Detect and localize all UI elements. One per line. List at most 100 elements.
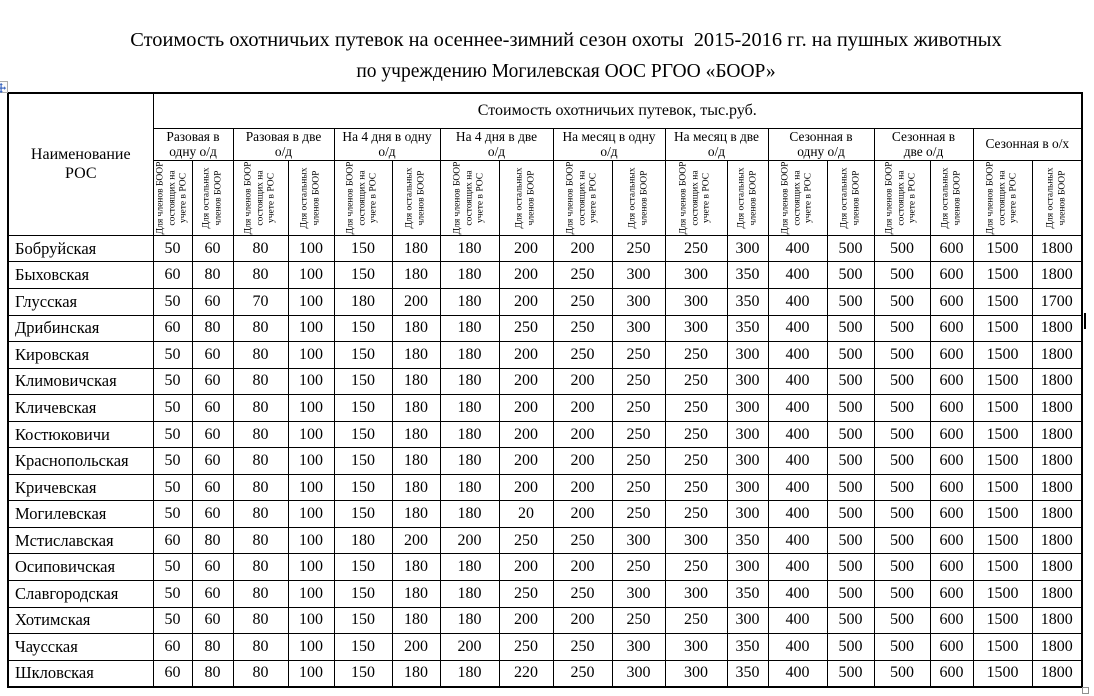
- cost-header-cell: Стоимость охотничьих путевок, тыс.руб.: [152, 92, 1083, 129]
- price-cell: 1500: [972, 553, 1033, 582]
- price-cell: 300: [611, 526, 666, 555]
- price-cell: 80: [232, 500, 289, 528]
- table-row: Глусская 50 60 70 100 180 200 180 200 250 300 300 35…: [7, 288, 1083, 316]
- price-cell: 400: [767, 473, 828, 502]
- row-name-cell: Быховская: [7, 261, 154, 289]
- price-cell: 400: [767, 314, 828, 343]
- table-move-handle[interactable]: [0, 80, 8, 93]
- price-cell: 80: [232, 526, 289, 555]
- price-cell: 500: [826, 580, 875, 608]
- row-name-cell: Глусская: [7, 288, 154, 316]
- price-cell: 180: [439, 367, 500, 396]
- price-cell: 250: [498, 633, 554, 661]
- price-cell: 200: [552, 447, 613, 475]
- price-cell: 250: [664, 234, 728, 263]
- price-cell: 500: [826, 553, 875, 582]
- price-cell: 180: [439, 553, 500, 582]
- row-name-cell: Кировская: [7, 341, 154, 369]
- price-cell: 250: [498, 580, 554, 608]
- price-cell: 1500: [972, 473, 1033, 502]
- subheader-other-cell: Для остальных членов БООР: [191, 159, 234, 236]
- subheader-other-cell: Для остальных членов БООР: [726, 159, 769, 236]
- subheader-other-text: Для остальных членов БООР: [514, 167, 536, 229]
- price-cell: 1800: [1031, 314, 1083, 343]
- row-name-cell: Дрибинская: [7, 314, 154, 343]
- subheader-member-text: Для членов БООР состоящих на учете в РОС: [884, 161, 918, 235]
- price-cell: 150: [333, 261, 393, 289]
- price-cell: 600: [929, 261, 974, 289]
- table-resize-handle[interactable]: [1082, 687, 1089, 694]
- group-header-cell: Сезонная в о/х: [972, 127, 1083, 161]
- price-cell: 180: [439, 473, 500, 502]
- price-cell: 250: [552, 261, 613, 289]
- price-cell: 180: [439, 659, 500, 688]
- price-cell: 200: [552, 367, 613, 396]
- row-name-cell: Могилевская: [7, 500, 154, 528]
- price-cell: 80: [232, 447, 289, 475]
- price-cell: 180: [391, 473, 441, 502]
- subheader-other-text: Для остальных членов БООР: [200, 167, 223, 229]
- price-cell: 180: [439, 394, 500, 422]
- price-cell: 180: [391, 341, 441, 369]
- price-cell: 150: [333, 314, 393, 343]
- group-header-cell: Разовая в две о/д: [232, 127, 335, 161]
- price-cell: 150: [333, 500, 393, 528]
- price-cell: 100: [287, 473, 335, 502]
- price-cell: 200: [498, 234, 554, 263]
- price-cell: 300: [664, 526, 728, 555]
- price-cell: 80: [232, 261, 289, 289]
- price-cell: 180: [439, 500, 500, 528]
- subheader-other-text: Для остальных членов БООР: [939, 167, 962, 229]
- price-cell: 60: [191, 473, 234, 502]
- table-row: Осиповичская 50 60 80 100 150 180 180 200 200 250 2…: [7, 553, 1083, 582]
- price-cell: 600: [929, 234, 974, 263]
- price-cell: 100: [287, 288, 335, 316]
- row-name-cell: Хотимская: [7, 606, 154, 635]
- subheader-other-cell: Для остальных членов БООР: [498, 159, 554, 236]
- price-cell: 300: [664, 314, 728, 343]
- price-cell: 500: [873, 367, 931, 396]
- price-cell: 1800: [1031, 261, 1083, 289]
- price-cell: 400: [767, 526, 828, 555]
- table-row: Славгородская 50 60 80 100 150 180 180 250 250 300…: [7, 580, 1083, 608]
- price-cell: 600: [929, 447, 974, 475]
- price-cell: 150: [333, 606, 393, 635]
- price-cell: 250: [611, 394, 666, 422]
- price-cell: 1700: [1031, 288, 1083, 316]
- price-cell: 100: [287, 633, 335, 661]
- table-row: Шкловская 60 80 80 100 150 180 180 220 250 300 300 3…: [7, 659, 1083, 688]
- price-cell: 300: [664, 288, 728, 316]
- price-cell: 500: [826, 606, 875, 635]
- price-cell: 150: [333, 553, 393, 582]
- price-cell: 400: [767, 341, 828, 369]
- price-cell: 300: [611, 633, 666, 661]
- price-cell: 200: [498, 553, 554, 582]
- price-cell: 250: [552, 580, 613, 608]
- price-cell: 250: [552, 314, 613, 343]
- row-name-cell: Осиповичская: [7, 553, 154, 582]
- price-cell: 500: [873, 659, 931, 688]
- price-cell: 80: [232, 633, 289, 661]
- table-row: Мстиславская 60 80 80 100 180 200 200 250 250 300 3…: [7, 526, 1083, 555]
- subheader-member-text: Для членов БООР состоящих на учете в РОС: [451, 161, 486, 235]
- price-cell: 250: [611, 473, 666, 502]
- price-cell: 50: [152, 553, 193, 582]
- price-cell: 350: [726, 314, 769, 343]
- price-cell: 150: [333, 633, 393, 661]
- table-row: Краснопольская 50 60 80 100 150 180 180 200 200 25…: [7, 447, 1083, 475]
- price-cell: 500: [873, 314, 931, 343]
- price-cell: 180: [391, 314, 441, 343]
- price-cell: 500: [826, 659, 875, 688]
- subheader-member-cell: Для членов БООР состоящих на учете в РОС: [333, 159, 393, 236]
- price-cell: 200: [391, 633, 441, 661]
- price-cell: 400: [767, 633, 828, 661]
- price-cell: 80: [232, 606, 289, 635]
- price-cell: 100: [287, 420, 335, 449]
- price-cell: 250: [611, 606, 666, 635]
- price-cell: 300: [726, 447, 769, 475]
- price-cell: 250: [611, 234, 666, 263]
- price-cell: 180: [439, 447, 500, 475]
- price-cell: 150: [333, 580, 393, 608]
- price-cell: 500: [826, 341, 875, 369]
- price-cell: 300: [726, 234, 769, 263]
